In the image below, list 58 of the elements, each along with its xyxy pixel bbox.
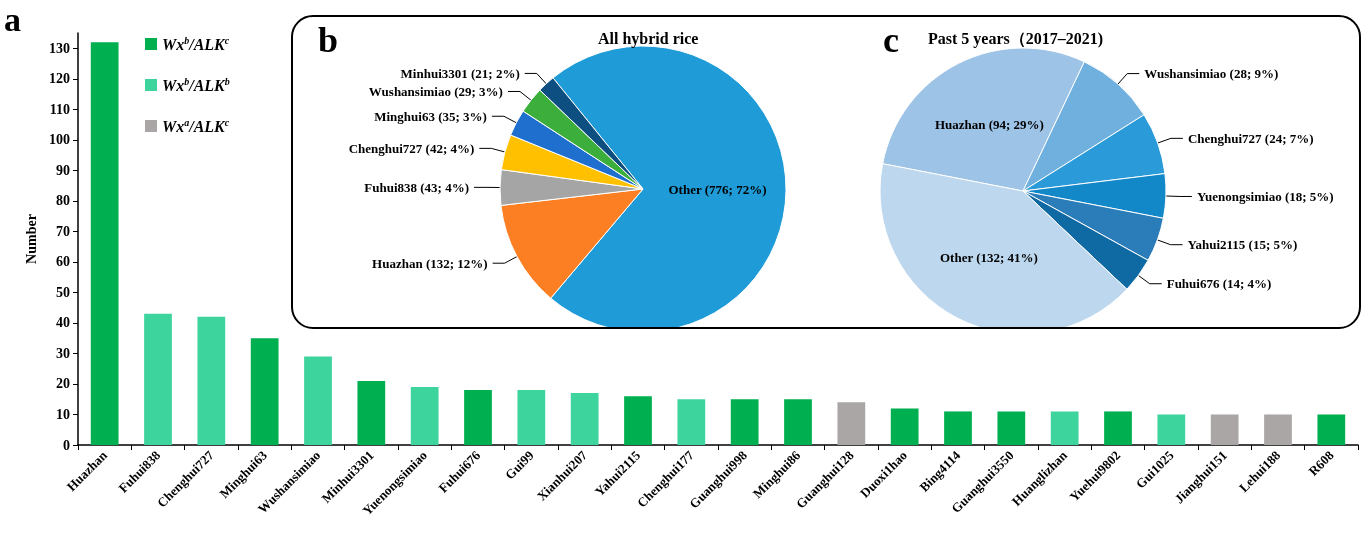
slice-label: Wushansimiao (29; 3%) — [368, 83, 503, 99]
bar — [570, 393, 599, 445]
bar — [890, 408, 919, 445]
y-tick-label: 0 — [63, 437, 70, 453]
y-tick-label: 110 — [49, 101, 70, 117]
y-tick-label: 10 — [56, 406, 70, 422]
slice-label: Other (776; 72%) — [668, 182, 767, 198]
y-tick-label: 30 — [56, 345, 70, 361]
bar — [1050, 411, 1079, 445]
text: a — [4, 0, 21, 38]
slice-label: Minghui63 (35; 3%) — [374, 108, 487, 124]
bar — [944, 411, 972, 445]
bar — [624, 396, 652, 445]
bar — [304, 356, 332, 445]
slice-label: Minhui3301 (21; 2%) — [400, 65, 520, 81]
slice-label: Chenghui727 (24; 7%) — [1187, 130, 1314, 146]
slice-label: Yuenongsimiao (18; 5%) — [1196, 188, 1334, 204]
bar — [677, 399, 706, 445]
bar — [837, 402, 866, 445]
bar — [1104, 411, 1132, 445]
y-tick-label: 130 — [49, 40, 70, 56]
y-tick-label: 90 — [56, 162, 70, 178]
bar — [357, 380, 386, 445]
slice-label: Chenghui727 (42; 4%) — [348, 140, 475, 156]
slice-label: Fuhui676 (14; 4%) — [1166, 276, 1272, 292]
slice-label: Fuhui838 (43; 4%) — [364, 179, 470, 195]
bar — [997, 411, 1026, 445]
bar — [90, 42, 119, 445]
slice-label: Wushansimiao (28; 9%) — [1144, 66, 1279, 82]
bar — [1317, 414, 1346, 445]
y-tick-label: 100 — [49, 132, 70, 148]
slice-label: Huazhan (94; 29%) — [934, 117, 1044, 132]
bar — [464, 390, 492, 445]
bar — [784, 399, 812, 445]
slice-label: Yahui2115 (15; 5%) — [1187, 237, 1298, 253]
y-tick-label: 80 — [56, 193, 70, 209]
slice-label: Other (132; 41%) — [939, 249, 1038, 265]
chart-title: Past 5 years（2017–2021) — [928, 29, 1104, 48]
annotation: c — [883, 20, 899, 60]
bar — [730, 399, 759, 445]
bar — [1210, 414, 1239, 445]
bar — [517, 390, 546, 445]
bar — [197, 316, 226, 445]
y-tick-label: 20 — [56, 376, 70, 392]
y-axis-title: Number — [23, 214, 39, 264]
y-tick-label: 70 — [56, 223, 70, 239]
slice-label: Huazhan (132; 12%) — [372, 255, 488, 271]
y-tick-label: 40 — [56, 315, 70, 331]
bar — [410, 387, 439, 445]
bar — [250, 338, 279, 445]
chart-title: All hybrid rice — [598, 29, 699, 48]
bar — [1264, 414, 1292, 445]
y-tick-label: 120 — [49, 71, 70, 87]
bar — [144, 313, 172, 445]
y-tick-label: 60 — [56, 254, 70, 270]
bar — [1157, 414, 1186, 445]
y-tick-label: 50 — [56, 284, 70, 300]
annotation: b — [318, 20, 339, 60]
